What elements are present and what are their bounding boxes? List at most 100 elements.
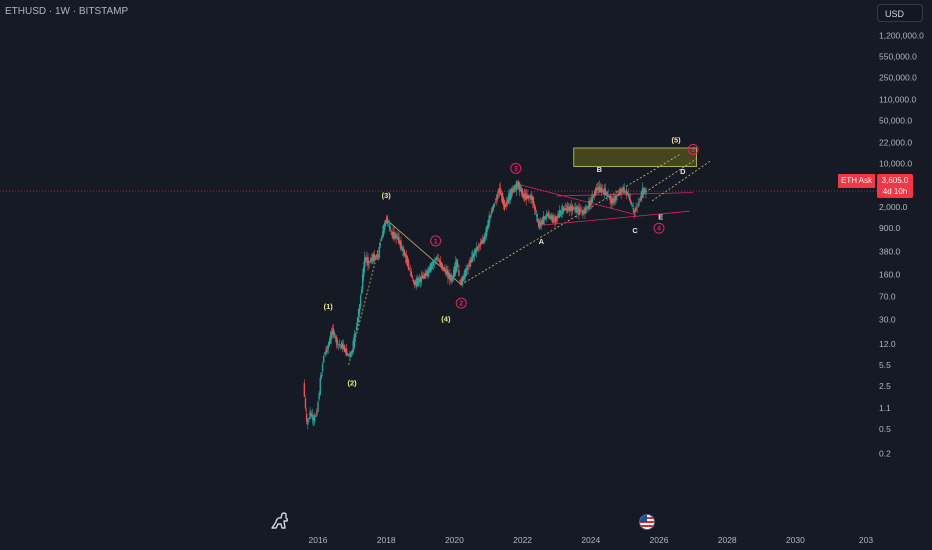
candle-body xyxy=(441,263,443,269)
candle-body xyxy=(403,248,405,255)
candle-body xyxy=(421,277,423,279)
us-flag-icon[interactable] xyxy=(639,514,655,530)
candle-body xyxy=(358,304,361,314)
price-tick-label: 2.5 xyxy=(879,381,891,391)
candle-body xyxy=(637,203,639,206)
price-axis[interactable]: 1,200,000.0 550,000.0 250,000.0 110,000.0 50… xyxy=(879,30,924,458)
candle-body xyxy=(512,188,515,192)
candle-body xyxy=(510,189,513,197)
candle-body xyxy=(431,261,433,269)
candle-body xyxy=(480,242,483,245)
candle-body xyxy=(491,209,493,213)
candle-body xyxy=(362,267,365,277)
candle-body xyxy=(627,193,630,196)
candle-body xyxy=(495,198,498,201)
candle-body xyxy=(432,262,434,266)
candle-body xyxy=(405,255,407,259)
candle-body xyxy=(355,326,358,330)
candle-body xyxy=(338,344,341,346)
candle-body xyxy=(537,220,540,227)
candle-body xyxy=(610,196,612,203)
candle-body xyxy=(529,196,531,198)
candle-body xyxy=(318,393,320,400)
candle-body xyxy=(304,398,307,409)
candle-body xyxy=(378,246,381,258)
candle-body xyxy=(581,212,583,213)
candle-body xyxy=(641,187,644,198)
candle-body xyxy=(555,216,557,222)
wave-labels: (1) (2) (3) (4) (5) 1 2 3 4 5 A B C D E xyxy=(324,136,699,387)
candle-body xyxy=(506,200,509,203)
candle-body xyxy=(366,257,368,264)
candle-body xyxy=(623,188,625,194)
candle-body xyxy=(402,247,404,252)
candle-body xyxy=(305,413,308,422)
abcde-wave-label: A xyxy=(539,237,545,246)
minor-wave-circle xyxy=(455,297,467,309)
price-tick-label: 380.0 xyxy=(879,246,901,256)
time-tick-label: 2026 xyxy=(650,535,669,545)
candle-body xyxy=(514,185,517,189)
candle-body xyxy=(503,200,506,210)
candle-body xyxy=(540,219,543,225)
candle-body xyxy=(389,225,391,231)
minor-wave-circle xyxy=(510,162,522,174)
dino-icon[interactable] xyxy=(270,512,292,530)
candle-body xyxy=(308,418,310,420)
major-wave-label: (4) xyxy=(441,315,451,324)
candle-body xyxy=(479,243,482,246)
major-wave-label: (1) xyxy=(324,302,334,311)
candle-body xyxy=(458,269,460,277)
candle-body xyxy=(439,260,441,266)
candle-body xyxy=(327,345,329,349)
candle-body xyxy=(640,191,643,201)
candle-body xyxy=(484,233,486,241)
minor-wave-circle xyxy=(653,222,665,234)
candle-body xyxy=(435,257,438,260)
candle-body xyxy=(450,278,452,279)
candle-body xyxy=(589,200,591,207)
candle-body xyxy=(518,182,521,192)
price-tick-label: 160.0 xyxy=(879,270,901,280)
time-tick-label: 2022 xyxy=(513,535,532,545)
candle-body xyxy=(489,215,491,219)
candle-body xyxy=(376,253,379,260)
candle-body xyxy=(347,354,350,356)
candle-body xyxy=(545,214,547,219)
minor-wave-circle xyxy=(430,235,442,247)
candle-body xyxy=(373,254,375,261)
candle-body xyxy=(447,270,449,279)
candle-body xyxy=(398,237,400,244)
candle-body xyxy=(468,265,470,267)
currency-button[interactable]: USD xyxy=(877,4,923,22)
candle-body xyxy=(608,196,610,198)
candle-body xyxy=(584,207,586,214)
candle-body xyxy=(411,275,414,279)
candle-body xyxy=(599,187,602,192)
candle-body xyxy=(552,215,554,224)
candle-body xyxy=(566,205,569,213)
candle-body xyxy=(365,258,367,260)
candle-body xyxy=(448,274,450,277)
candle-body xyxy=(508,193,511,201)
candle-body xyxy=(339,345,342,346)
candle-body xyxy=(349,352,351,357)
time-tick-label: 2018 xyxy=(377,535,396,545)
candle-body xyxy=(530,194,532,201)
candle-body xyxy=(434,259,437,261)
time-axis[interactable]: 2016 2018 2020 2022 2024 2026 2028 2030 203 xyxy=(309,535,874,545)
candle-body xyxy=(538,221,541,228)
candle-body xyxy=(424,272,426,279)
candle-body xyxy=(590,200,592,204)
candle-body xyxy=(546,214,548,216)
major-wave-label: (5) xyxy=(671,136,681,145)
abcde-wave-label: C xyxy=(632,226,638,235)
candle-body xyxy=(350,352,352,358)
candle-body xyxy=(645,188,647,194)
price-tick-label: 50,000.0 xyxy=(879,116,912,126)
bar-countdown: 4d 10h xyxy=(882,187,908,196)
candle-body xyxy=(408,267,411,269)
candle-body xyxy=(328,341,330,346)
candle-body xyxy=(460,281,462,285)
